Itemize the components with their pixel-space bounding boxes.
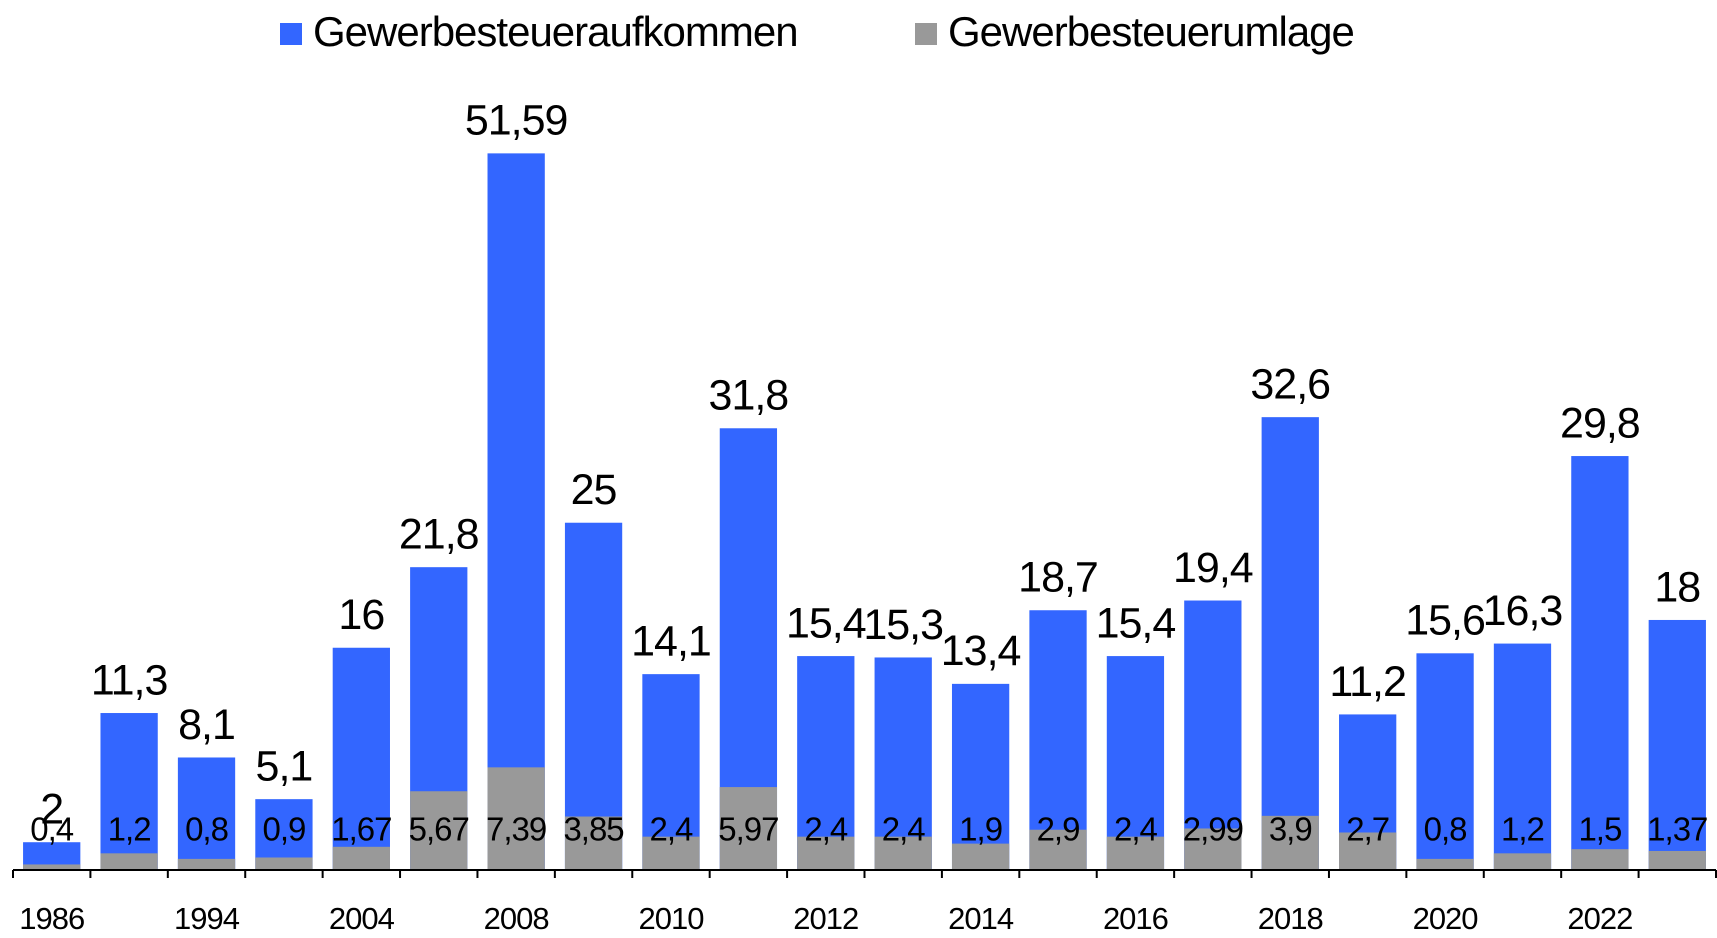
bar xyxy=(100,713,158,870)
bar xyxy=(487,153,545,871)
data-label: 32,6 xyxy=(1250,361,1330,409)
bar xyxy=(797,656,855,870)
data-label: 2,99 xyxy=(1183,811,1243,848)
x-tick-label: 2008 xyxy=(484,901,549,936)
data-label: 2 xyxy=(40,786,63,834)
data-label: 0,4 xyxy=(30,811,74,848)
data-label: 8,1 xyxy=(178,701,235,749)
data-label: 2,7 xyxy=(1346,811,1389,848)
bar xyxy=(1648,619,1706,870)
data-label: 16,3 xyxy=(1483,587,1563,635)
bar-overlay xyxy=(410,791,468,870)
x-tick-label: 2020 xyxy=(1413,901,1479,936)
bar-overlay xyxy=(951,843,1010,870)
bar-overlay xyxy=(874,836,932,870)
data-label: 11,2 xyxy=(1329,658,1406,706)
data-label: 2,4 xyxy=(882,811,926,848)
data-label: 5,97 xyxy=(718,811,778,848)
x-tick-label: 2010 xyxy=(638,901,704,936)
data-label: 15,6 xyxy=(1405,597,1485,645)
x-tick-label: 2022 xyxy=(1567,901,1632,936)
bar xyxy=(1184,600,1242,870)
x-tick-label: 2014 xyxy=(948,901,1014,936)
data-label: 14,1 xyxy=(631,617,711,665)
x-tick-label: 2018 xyxy=(1258,901,1323,936)
legend-label: Gewerbesteueraufkommen xyxy=(313,8,798,55)
data-label: 25 xyxy=(571,466,617,514)
data-label: 29,8 xyxy=(1560,399,1640,447)
bar xyxy=(951,683,1010,870)
data-label: 1,5 xyxy=(1578,811,1621,848)
data-label: 0,9 xyxy=(262,811,305,848)
data-label: 5,67 xyxy=(409,811,469,848)
data-label: 18,7 xyxy=(1018,554,1098,602)
bar xyxy=(1261,417,1319,870)
data-label: 15,4 xyxy=(1096,599,1176,647)
bar-overlay xyxy=(1184,828,1242,870)
bar-overlay xyxy=(1029,829,1087,870)
data-label: 2,4 xyxy=(1114,811,1158,848)
data-label: 2,4 xyxy=(650,811,694,848)
x-tick-label: 1994 xyxy=(174,901,240,936)
data-label: 11,3 xyxy=(91,656,168,704)
bar-overlay xyxy=(487,767,545,870)
bar-overlay xyxy=(1339,832,1397,870)
data-label: 5,1 xyxy=(256,743,313,791)
bar xyxy=(874,657,932,870)
bar-overlay xyxy=(255,857,313,870)
data-label: 31,8 xyxy=(709,372,789,420)
bar xyxy=(1571,456,1629,870)
data-label: 15,4 xyxy=(786,599,866,647)
legend-swatch xyxy=(280,23,302,45)
data-label: 1,9 xyxy=(959,811,1002,848)
bar xyxy=(1416,653,1474,870)
data-label: 19,4 xyxy=(1173,544,1253,592)
legend-label: Gewerbesteuerumlage xyxy=(948,8,1354,55)
bar xyxy=(1493,643,1552,870)
data-label: 3,9 xyxy=(1269,811,1312,848)
bar-overlay xyxy=(177,858,236,870)
data-label: 18 xyxy=(1654,563,1700,611)
data-label: 15,3 xyxy=(863,601,943,649)
data-label: 1,2 xyxy=(108,811,151,848)
x-tick-label: 2004 xyxy=(329,901,395,936)
bar-overlay xyxy=(1106,836,1165,870)
bar-overlay xyxy=(332,846,390,870)
bar xyxy=(564,522,623,870)
data-label: 0,8 xyxy=(1424,811,1467,848)
data-label: 1,2 xyxy=(1501,811,1544,848)
bar xyxy=(1029,610,1087,870)
data-label: 3,85 xyxy=(563,811,623,848)
x-tick-label: 1986 xyxy=(19,901,84,936)
bar-overlay xyxy=(642,836,700,870)
bar xyxy=(1106,656,1165,870)
x-tick-label: 2016 xyxy=(1103,901,1168,936)
data-label: 21,8 xyxy=(399,511,479,559)
legend-swatch xyxy=(915,23,937,45)
bar-overlay xyxy=(1416,858,1474,870)
bar-overlay xyxy=(564,816,623,870)
bar-overlay xyxy=(1493,853,1552,870)
bar-overlay xyxy=(1571,849,1629,870)
bar-overlay xyxy=(23,864,81,870)
data-label: 2,4 xyxy=(804,811,848,848)
data-label: 13,4 xyxy=(941,627,1021,675)
x-tick-label: 2012 xyxy=(793,901,858,936)
bar-overlay xyxy=(1261,815,1319,870)
bar xyxy=(332,647,390,870)
bar-overlay xyxy=(100,853,158,870)
data-label: 1,67 xyxy=(331,811,391,848)
bar-overlay xyxy=(797,836,855,870)
bar-overlay xyxy=(719,787,778,870)
data-label: 7,39 xyxy=(486,811,546,848)
data-label: 16 xyxy=(338,591,384,639)
data-label: 2,9 xyxy=(1037,811,1080,848)
data-label: 0,8 xyxy=(185,811,228,848)
bar-overlay xyxy=(1648,850,1706,870)
data-label: 51,59 xyxy=(465,97,568,145)
data-label: 1,37 xyxy=(1647,811,1707,848)
bar xyxy=(177,757,236,870)
